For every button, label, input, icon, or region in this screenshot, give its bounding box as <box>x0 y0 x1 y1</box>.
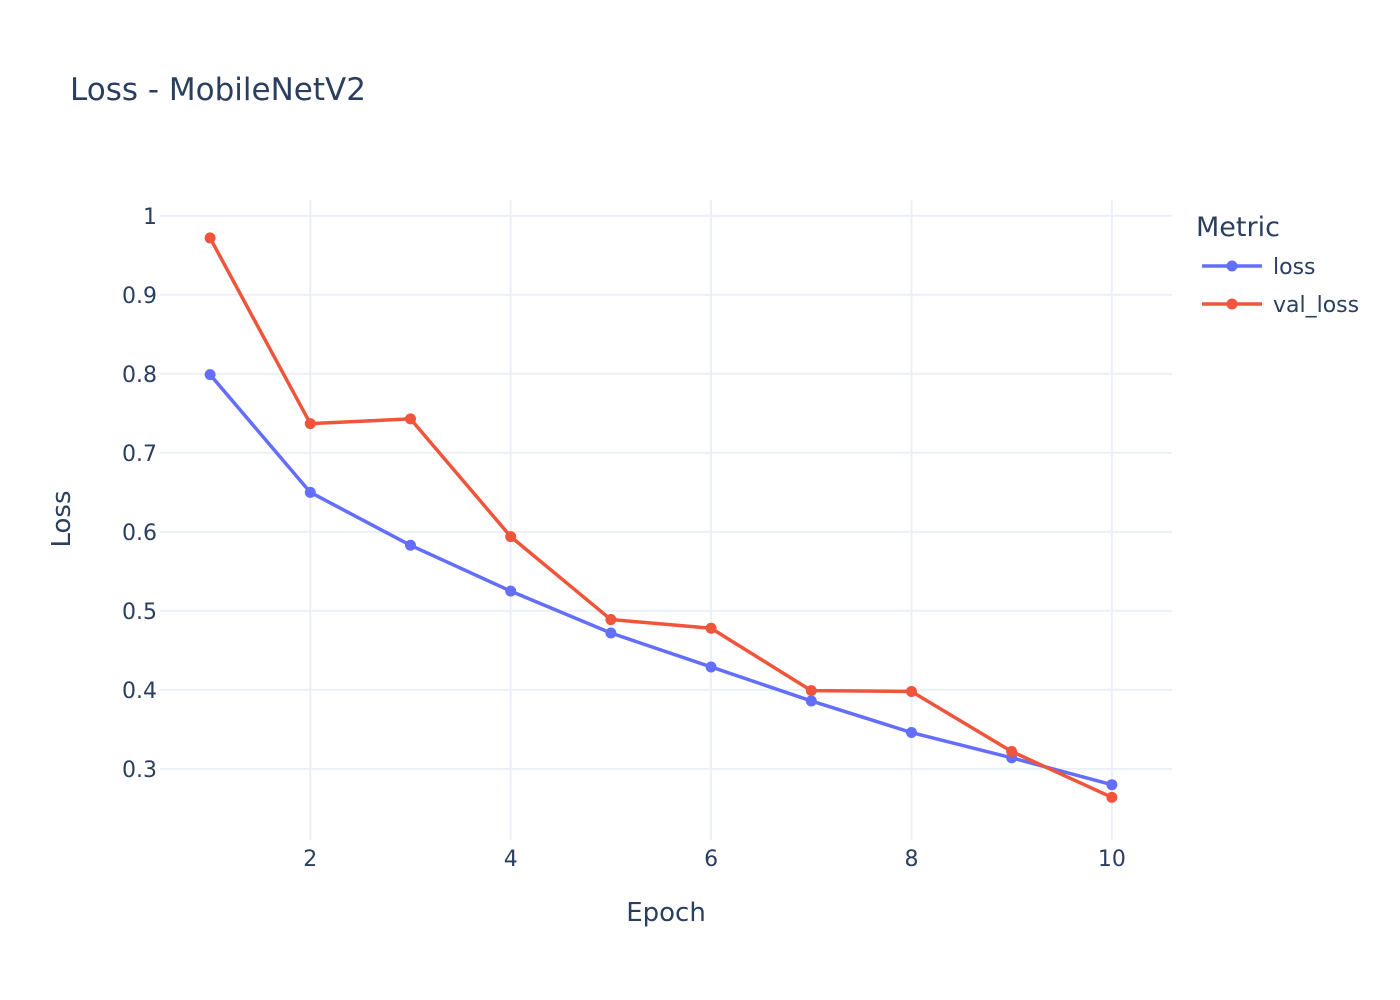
x-gridlines <box>309 200 1113 840</box>
legend-title: Metric <box>1196 212 1280 243</box>
data-point-val-loss <box>304 418 316 430</box>
data-point-loss <box>805 695 817 707</box>
y-tick-label: 1 <box>143 205 157 230</box>
data-point-loss <box>404 539 416 551</box>
legend-swatch-marker <box>1226 260 1238 272</box>
y-tick-label: 0.8 <box>122 363 157 388</box>
data-point-loss <box>204 369 216 381</box>
legend: Metric loss val_loss <box>1196 212 1359 318</box>
x-tick-label: 2 <box>303 847 317 872</box>
y-tick-labels: 0.3 0.4 0.5 0.6 0.7 0.8 0.9 1 <box>122 205 157 783</box>
x-tick-label: 6 <box>704 847 718 872</box>
series-layer <box>204 232 1118 803</box>
data-point-loss <box>1106 779 1118 791</box>
x-tick-label: 8 <box>904 847 918 872</box>
y-tick-label: 0.4 <box>122 679 157 704</box>
legend-label: val_loss <box>1273 293 1359 318</box>
y-tick-label: 0.7 <box>122 442 157 467</box>
data-point-loss <box>905 727 917 739</box>
data-point-val-loss <box>404 413 416 425</box>
data-point-val-loss <box>705 622 717 634</box>
y-tick-label: 0.5 <box>122 600 157 625</box>
x-axis-title: Epoch <box>626 898 706 928</box>
x-tick-labels: 2 4 6 8 10 <box>303 847 1126 872</box>
series-loss <box>204 369 1118 791</box>
data-point-loss <box>605 627 617 639</box>
y-tick-label: 0.3 <box>122 758 157 783</box>
data-point-loss <box>705 661 717 673</box>
data-point-loss <box>304 486 316 498</box>
y-tick-label: 0.9 <box>122 284 157 309</box>
legend-item-loss: loss <box>1202 255 1316 280</box>
legend-swatch-marker <box>1226 298 1238 310</box>
series-line-val-loss <box>208 237 1113 799</box>
series-line-loss <box>208 373 1113 787</box>
data-point-val-loss <box>805 685 817 697</box>
chart-title: Loss - MobileNetV2 <box>70 72 366 108</box>
legend-items: loss val_loss <box>1202 255 1359 318</box>
y-gridlines <box>160 214 1172 770</box>
data-point-val-loss <box>1106 791 1118 803</box>
data-point-val-loss <box>505 531 517 543</box>
series-val-loss <box>204 232 1118 803</box>
data-point-loss <box>505 585 517 597</box>
legend-label: loss <box>1273 255 1316 280</box>
y-axis-title: Loss <box>47 490 77 547</box>
legend-item-val-loss: val_loss <box>1202 293 1359 318</box>
data-point-val-loss <box>204 232 216 244</box>
data-point-val-loss <box>1006 746 1018 758</box>
data-point-val-loss <box>605 614 617 626</box>
data-point-val-loss <box>905 685 917 697</box>
y-tick-label: 0.6 <box>122 521 157 546</box>
x-tick-label: 10 <box>1098 847 1126 872</box>
x-tick-label: 4 <box>504 847 518 872</box>
